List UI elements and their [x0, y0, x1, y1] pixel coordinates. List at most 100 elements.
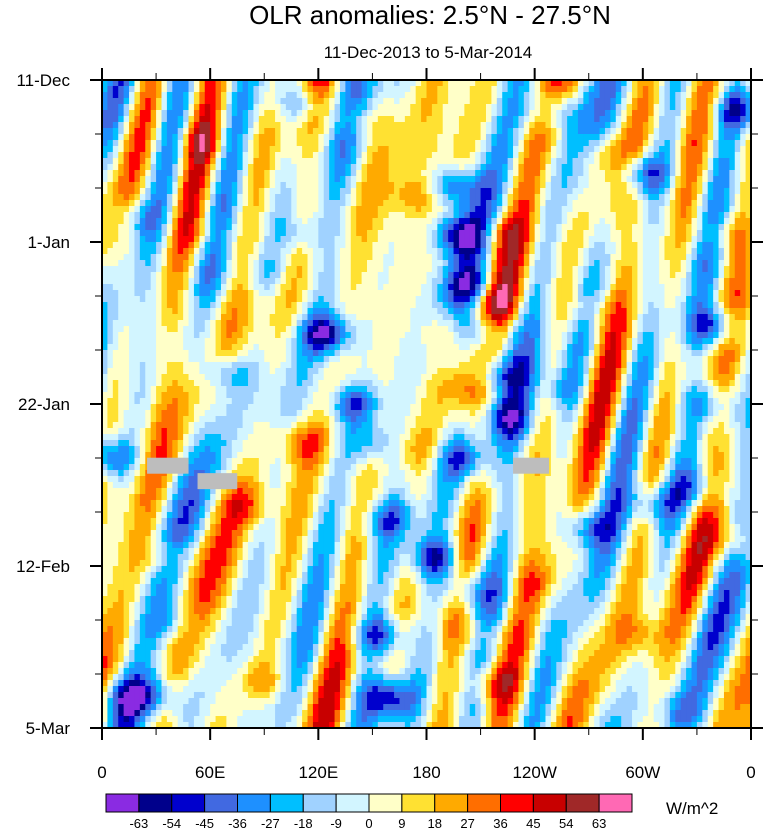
heatmap-cell: [458, 236, 465, 243]
heatmap-cell: [534, 152, 541, 159]
heatmap-cell: [118, 224, 125, 231]
heatmap-cell: [231, 188, 238, 195]
heatmap-cell: [204, 158, 211, 165]
heatmap-cell: [107, 308, 114, 315]
heatmap-cell: [577, 254, 584, 261]
heatmap-cell: [318, 248, 325, 255]
heatmap-cell: [199, 296, 206, 303]
heatmap-cell: [437, 158, 444, 165]
heatmap-cell: [502, 164, 509, 171]
heatmap-cell: [426, 140, 433, 147]
heatmap-cell: [339, 122, 346, 129]
heatmap-cell: [621, 122, 628, 129]
heatmap-cell: [740, 248, 747, 255]
heatmap-cell: [577, 80, 584, 87]
heatmap-cell: [345, 254, 352, 261]
heatmap-cell: [285, 152, 292, 159]
heatmap-cell: [588, 152, 595, 159]
heatmap-cell: [258, 86, 265, 93]
heatmap-cell: [388, 242, 395, 249]
heatmap-cell: [637, 164, 644, 171]
heatmap-cell: [291, 200, 298, 207]
heatmap-cell: [561, 104, 568, 111]
heatmap-cell: [231, 152, 238, 159]
heatmap-cell: [540, 278, 547, 285]
heatmap-cell: [323, 278, 330, 285]
heatmap-cell: [388, 104, 395, 111]
heatmap-cell: [534, 236, 541, 243]
heatmap-cell: [696, 266, 703, 273]
heatmap-cell: [102, 296, 109, 303]
heatmap-cell: [166, 266, 173, 273]
heatmap-cell: [248, 122, 255, 129]
heatmap-cell: [534, 164, 541, 171]
heatmap-cell: [312, 308, 319, 315]
heatmap-cell: [740, 98, 747, 105]
heatmap-cell: [394, 296, 401, 303]
heatmap-cell: [723, 122, 730, 129]
heatmap-cell: [594, 164, 601, 171]
heatmap-cell: [204, 266, 211, 273]
heatmap-cell: [177, 182, 184, 189]
heatmap-cell: [442, 140, 449, 147]
heatmap-cell: [599, 230, 606, 237]
heatmap-cell: [323, 302, 330, 309]
heatmap-cell: [426, 266, 433, 273]
heatmap-cell: [129, 272, 136, 279]
heatmap-cell: [561, 218, 568, 225]
heatmap-cell: [204, 188, 211, 195]
heatmap-cell: [718, 284, 725, 291]
heatmap-cell: [610, 176, 617, 183]
heatmap-cell: [264, 284, 271, 291]
heatmap-cell: [183, 326, 190, 333]
heatmap-cell: [377, 218, 384, 225]
heatmap-cell: [220, 98, 227, 105]
heatmap-cell: [377, 254, 384, 261]
heatmap-cell: [258, 80, 265, 87]
heatmap-cell: [550, 308, 557, 315]
heatmap-cell: [356, 98, 363, 105]
heatmap-cell: [426, 326, 433, 333]
heatmap-cell: [166, 290, 173, 297]
heatmap-cell: [269, 80, 276, 87]
heatmap-cell: [399, 326, 406, 333]
heatmap-cell: [707, 98, 714, 105]
heatmap-cell: [691, 206, 698, 213]
heatmap-cell: [264, 230, 271, 237]
heatmap-cell: [204, 218, 211, 225]
heatmap-cell: [383, 200, 390, 207]
heatmap-cell: [161, 134, 168, 141]
heatmap-cell: [621, 116, 628, 123]
heatmap-cell: [626, 92, 633, 99]
heatmap-cell: [102, 158, 109, 165]
heatmap-cell: [610, 110, 617, 117]
heatmap-cell: [669, 128, 676, 135]
heatmap-cell: [713, 188, 720, 195]
heatmap-cell: [426, 212, 433, 219]
heatmap-cell: [723, 248, 730, 255]
heatmap-cell: [637, 284, 644, 291]
heatmap-cell: [367, 296, 374, 303]
heatmap-cell: [448, 164, 455, 171]
heatmap-cell: [604, 200, 611, 207]
heatmap-cell: [475, 80, 482, 87]
heatmap-cell: [513, 92, 520, 99]
heatmap-cell: [318, 326, 325, 333]
heatmap-cell: [410, 80, 417, 87]
heatmap-cell: [193, 104, 200, 111]
heatmap-cell: [129, 86, 136, 93]
heatmap-cell: [177, 110, 184, 117]
heatmap-cell: [134, 296, 141, 303]
heatmap-cell: [599, 188, 606, 195]
heatmap-cell: [102, 86, 109, 93]
heatmap-cell: [350, 110, 357, 117]
heatmap-cell: [464, 314, 471, 321]
heatmap-cell: [453, 86, 460, 93]
heatmap-cell: [637, 158, 644, 165]
heatmap-cell: [496, 296, 503, 303]
heatmap-cell: [718, 224, 725, 231]
heatmap-cell: [475, 236, 482, 243]
heatmap-cell: [740, 218, 747, 225]
heatmap-cell: [518, 104, 525, 111]
heatmap-cell: [642, 146, 649, 153]
